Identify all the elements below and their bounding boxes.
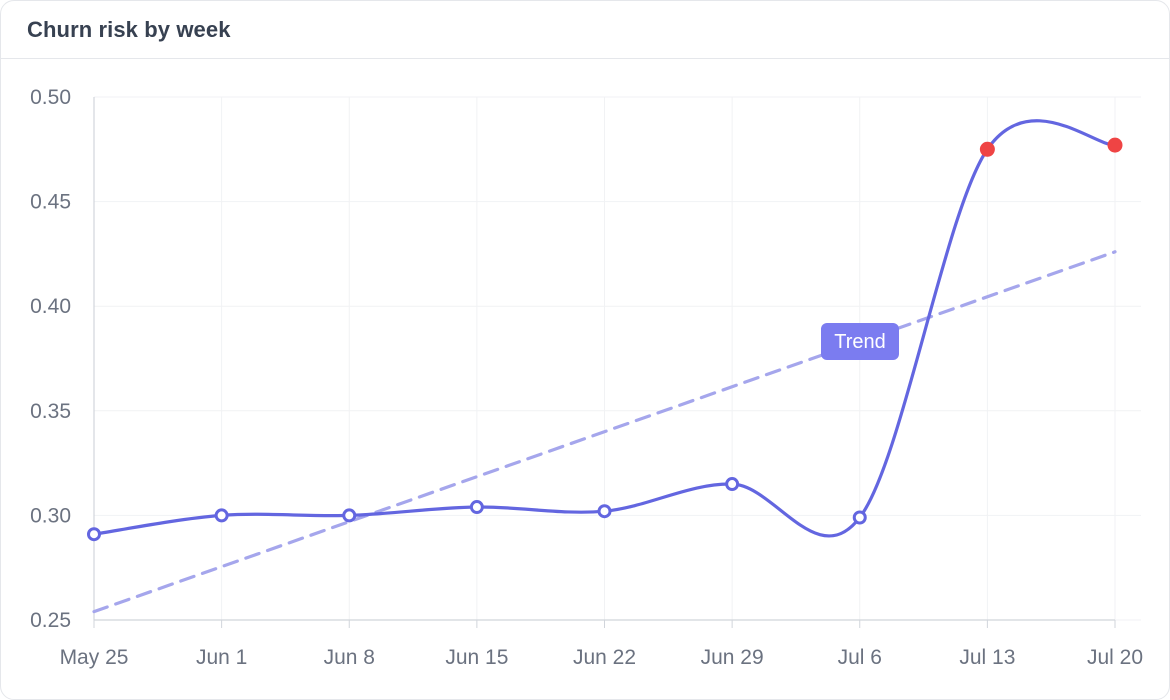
data-point <box>597 504 612 519</box>
chart-title: Churn risk by week <box>27 16 231 42</box>
x-tick-label: May 25 <box>60 646 129 669</box>
y-tick-label: 0.50 <box>30 86 71 109</box>
y-tick-label: 0.45 <box>30 191 71 214</box>
line-chart: 0.25 0.30 0.35 0.40 0.45 0.50 May 25 Jun 1 Jun 8… <box>30 86 1143 669</box>
trend-line <box>92 250 1117 614</box>
chart-area: 0.25 0.30 0.35 0.40 0.45 0.50 May 25 Jun 1 Jun 8… <box>1 60 1169 699</box>
series-line <box>93 119 1116 538</box>
axes: 0.25 0.30 0.35 0.40 0.45 0.50 May 25 Jun 1 Jun 8… <box>30 86 1143 669</box>
x-tick-label: Jun 22 <box>573 646 636 669</box>
trend-line-group <box>92 250 1117 614</box>
labels-group: Trend <box>821 323 899 360</box>
x-tick-label: Jul 6 <box>838 646 882 669</box>
data-point <box>214 508 229 523</box>
data-point <box>87 527 101 542</box>
y-tick-label: 0.25 <box>30 609 71 632</box>
card-header: Churn risk by week <box>1 1 1169 59</box>
x-tick-label: Jun 15 <box>445 646 508 669</box>
x-tick-label: Jun 29 <box>701 646 764 669</box>
y-tick-label: 0.30 <box>30 504 71 527</box>
x-tick-label: Jun 1 <box>196 646 247 669</box>
series-group <box>87 119 1123 542</box>
y-tick-label: 0.35 <box>30 400 71 423</box>
x-tick-label: Jul 20 <box>1087 646 1143 669</box>
highlighted-data-point <box>1107 137 1123 153</box>
x-tick-label: Jul 13 <box>959 646 1015 669</box>
data-point <box>852 510 867 525</box>
data-point <box>469 500 484 515</box>
data-point <box>725 477 740 492</box>
x-tick-label: Jun 8 <box>324 646 375 669</box>
highlighted-data-point <box>979 141 995 157</box>
trend-label-badge <box>821 323 899 360</box>
data-point <box>342 508 357 523</box>
trend-label: Trend <box>834 331 886 353</box>
y-tick-label: 0.40 <box>30 295 71 318</box>
grid <box>94 96 1141 621</box>
